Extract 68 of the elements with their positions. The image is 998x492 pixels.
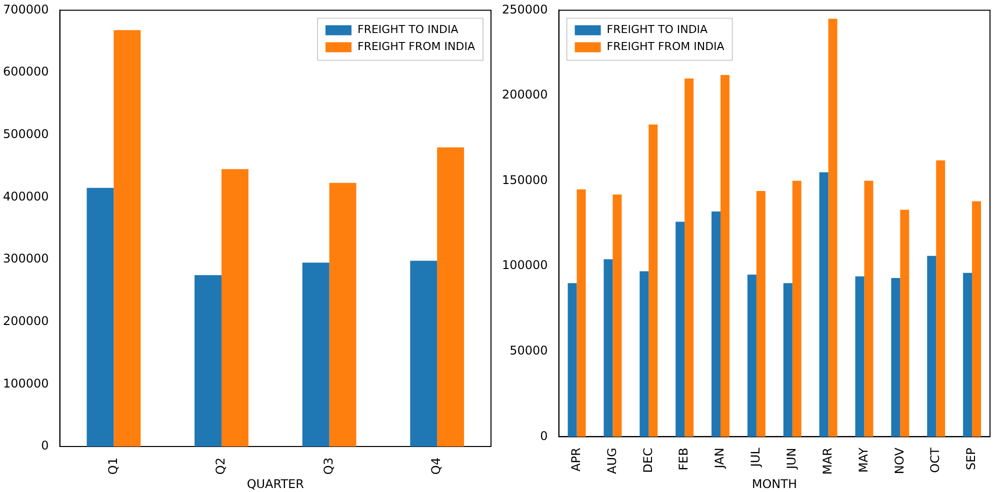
bar [712, 212, 721, 437]
bar [676, 222, 685, 437]
bar [819, 172, 828, 437]
x-tick-label: JAN [712, 448, 727, 470]
bar [963, 272, 972, 437]
bar [936, 160, 946, 437]
x-tick-label: JUN [784, 448, 798, 470]
bar [604, 259, 613, 437]
bar [612, 194, 622, 437]
bar [747, 274, 756, 437]
bar [222, 169, 248, 447]
bar [640, 271, 649, 437]
x-tick-label: AUG [604, 448, 619, 474]
y-tick-label: 100000 [502, 258, 548, 272]
y-tick-label: 250000 [502, 2, 548, 16]
x-tick-label: SEP [964, 448, 978, 470]
bar [410, 260, 438, 447]
bar [927, 256, 936, 437]
bar [756, 191, 766, 437]
y-tick-label: 400000 [2, 189, 49, 204]
x-tick-label: APR [568, 448, 583, 472]
y-tick-label: 500000 [2, 126, 49, 141]
legend-label: FREIGHT TO INDIA [606, 23, 708, 36]
legend-label: FREIGHT FROM INDIA [606, 40, 725, 54]
bar [792, 180, 802, 437]
x-tick-label: Q4 [429, 458, 444, 475]
y-tick-label: 100000 [2, 376, 49, 390]
y-tick-label: 150000 [502, 172, 548, 187]
bar [437, 147, 464, 447]
y-tick-label: 600000 [2, 64, 49, 79]
bar [891, 278, 900, 437]
legend-label: FREIGHT FROM INDIA [357, 40, 476, 54]
x-tick-label: NOV [892, 446, 906, 474]
y-tick-label: 300000 [2, 252, 49, 266]
x-tick-label: FEB [676, 448, 691, 470]
x-tick-label: Q1 [106, 458, 120, 475]
y-tick-label: 200000 [502, 88, 548, 102]
bar [972, 201, 982, 437]
x-axis-title: MONTH [752, 476, 797, 491]
bar [114, 30, 141, 447]
bar [855, 276, 864, 437]
x-tick-label: OCT [928, 447, 942, 473]
bar [864, 180, 874, 437]
bar [568, 283, 577, 437]
x-tick-label: JUL [748, 447, 763, 468]
x-tick-label: MAY [856, 447, 870, 473]
x-tick-label: Q2 [214, 458, 228, 475]
x-tick-label: DEC [640, 448, 655, 473]
bar [302, 262, 330, 447]
legend-label: FREIGHT TO INDIA [357, 23, 459, 36]
x-tick-label: MAR [820, 448, 834, 475]
y-tick-label: 0 [41, 438, 49, 453]
bar [828, 18, 838, 437]
y-tick-label: 0 [540, 428, 548, 443]
bar [329, 182, 356, 447]
bar [783, 283, 792, 437]
bar [86, 188, 114, 447]
bar [900, 210, 910, 437]
bar [720, 75, 730, 437]
y-tick-label: 50000 [510, 344, 548, 358]
x-axis-title: QUARTER [246, 476, 304, 491]
bar [576, 189, 586, 437]
bar [684, 78, 694, 437]
bar [648, 124, 658, 437]
x-tick-label: Q3 [321, 458, 336, 475]
y-tick-label: 700000 [2, 2, 49, 16]
y-tick-label: 200000 [2, 314, 49, 328]
bar [194, 275, 222, 447]
